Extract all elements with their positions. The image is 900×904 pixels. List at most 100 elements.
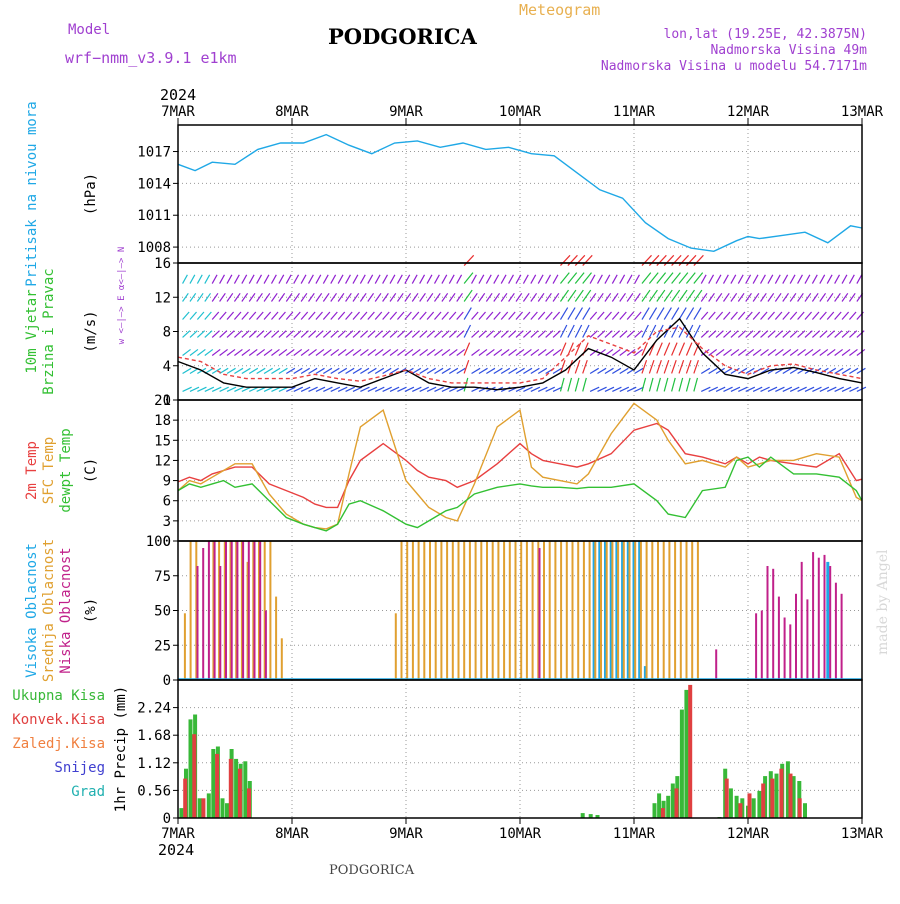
wind-barb	[834, 386, 844, 392]
wind-barb	[426, 292, 434, 302]
wind-barb	[278, 348, 288, 356]
wind-barb	[411, 274, 418, 284]
wind-barb	[537, 330, 546, 338]
wind-barb	[789, 348, 799, 356]
bar-clouds	[674, 541, 677, 680]
wind-barb	[219, 348, 228, 356]
wind-barb	[434, 348, 443, 356]
wind-barb	[404, 311, 412, 320]
wind-barb	[604, 386, 615, 392]
bar-precip	[738, 803, 743, 818]
bar-precip	[201, 798, 206, 818]
bar-clouds	[609, 541, 613, 680]
bar-clouds	[622, 541, 625, 680]
year-label-bottom: 2024	[158, 841, 194, 859]
y-tick-label: 1008	[137, 240, 171, 256]
bar-clouds	[246, 561, 249, 680]
wind-barb	[500, 292, 508, 302]
wind-barb	[626, 330, 635, 338]
wind-barb	[478, 311, 486, 320]
bar-precip	[684, 689, 689, 818]
bar-clouds	[777, 596, 780, 680]
wind-barb	[293, 348, 303, 356]
wind-barb	[782, 367, 792, 374]
wind-barb	[389, 274, 396, 284]
wind-barb	[367, 311, 375, 320]
wind-barb	[456, 330, 465, 338]
wind-barb	[641, 254, 652, 266]
wind-barb	[448, 274, 455, 284]
bar-clouds	[440, 541, 443, 680]
bar-clouds	[662, 541, 665, 680]
wind-barb	[352, 367, 362, 374]
wind-barb	[426, 330, 435, 338]
wind-barb	[641, 272, 652, 284]
bar-precip	[197, 798, 202, 818]
y-tick-label: 21	[154, 393, 171, 409]
bar-clouds	[679, 541, 682, 680]
wind-barb	[789, 386, 800, 392]
axes-layer	[173, 118, 863, 824]
bar-clouds	[423, 541, 426, 680]
date-tick-bottom: 12MAR	[727, 826, 770, 842]
wind-barb	[293, 367, 303, 374]
wind-barb	[826, 386, 837, 392]
wind-barb	[730, 367, 740, 374]
wind-barb	[389, 311, 398, 320]
wind-barb	[367, 367, 377, 374]
bar-clouds	[696, 541, 699, 680]
wind-barb	[226, 330, 235, 338]
series-line-wind-0	[177, 317, 863, 391]
wind-barb	[767, 274, 774, 284]
wind-barb	[374, 348, 384, 356]
wind-barb	[278, 330, 287, 338]
wind-barb	[271, 330, 280, 338]
wind-barb	[648, 307, 658, 320]
bar-clouds	[800, 561, 803, 680]
wind-barb	[322, 274, 329, 284]
bar-clouds	[621, 541, 625, 680]
wind-barb	[241, 367, 251, 374]
wind-barb	[322, 348, 332, 356]
bar-clouds	[446, 541, 449, 680]
wind-barb	[300, 386, 311, 392]
date-tick-top: 8MAR	[275, 104, 309, 120]
wind-barb	[256, 274, 263, 284]
wind-barb	[315, 386, 326, 392]
wind-barb	[797, 274, 803, 284]
y-tick-label: 12	[154, 453, 171, 469]
wind-barb	[448, 330, 458, 338]
panel-label-pressure: Pritisak na nivou mora	[24, 101, 40, 286]
wind-barb	[211, 367, 222, 374]
wind-barb	[671, 324, 679, 338]
wind-barb	[701, 386, 711, 392]
bar-clouds	[668, 541, 671, 680]
wind-barb	[300, 311, 309, 320]
bar-precip	[728, 788, 733, 818]
bar-precip	[660, 808, 665, 818]
panel-unit-pressure: (hPa)	[83, 173, 99, 215]
wind-barb	[197, 348, 206, 356]
wind-barb	[826, 274, 833, 284]
wind-barb	[241, 330, 250, 338]
wind-barb	[411, 292, 419, 302]
wind-barb	[493, 311, 501, 320]
wind-barb	[330, 330, 339, 338]
wind-barb	[715, 274, 722, 284]
date-tick-top: 9MAR	[389, 104, 423, 120]
legend-label-precip: Snijeg	[54, 760, 105, 776]
wind-barb	[293, 292, 300, 302]
wind-barb	[300, 330, 309, 338]
marks-layer	[177, 133, 867, 819]
page-title: PODGORICA	[328, 24, 478, 49]
wind-barb	[389, 330, 398, 338]
wind-barb	[567, 254, 578, 266]
wind-barb	[537, 311, 546, 320]
wind-barb	[219, 292, 226, 302]
bar-clouds	[520, 541, 523, 680]
wind-barb	[715, 367, 725, 374]
wind-barb	[641, 377, 647, 392]
wind-barb	[663, 289, 673, 302]
panel-label-temperature: SFC Temp	[41, 437, 57, 504]
wind-barb	[478, 367, 488, 374]
